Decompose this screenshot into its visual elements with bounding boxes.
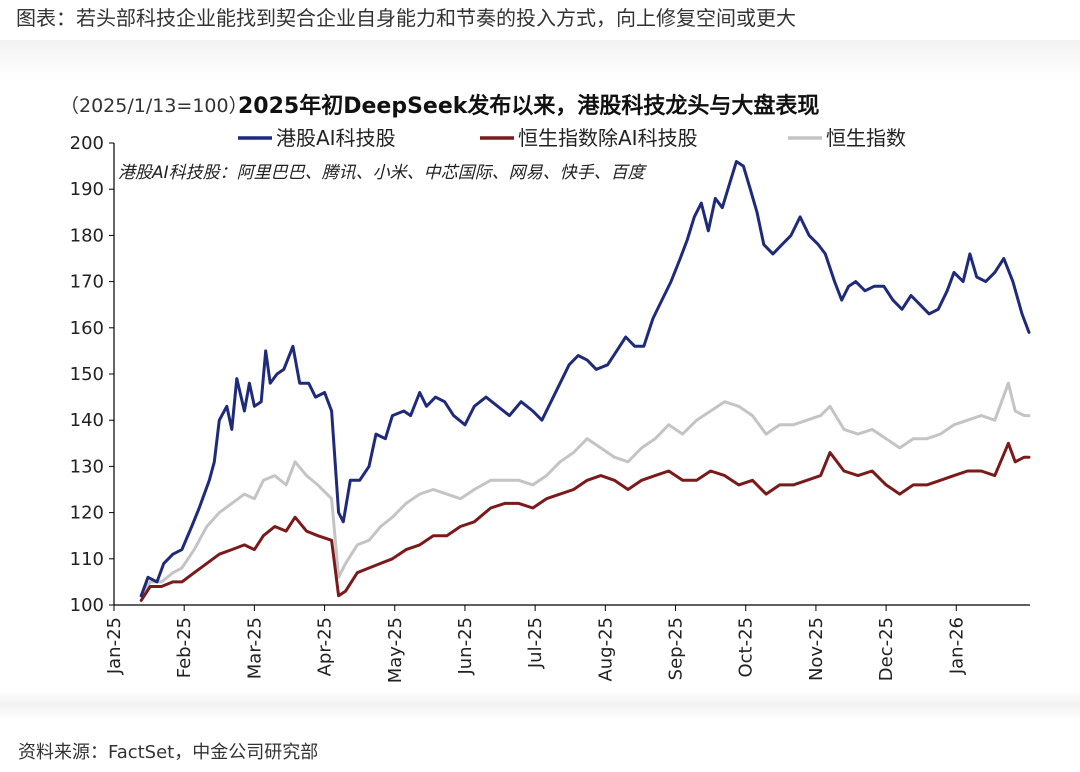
y-tick-label: 140 bbox=[70, 410, 104, 431]
x-tick-label: Jan-26 bbox=[946, 617, 967, 675]
x-tick-label: Jan-25 bbox=[104, 617, 125, 675]
x-tick-label: Oct-25 bbox=[736, 617, 757, 678]
series-line-1 bbox=[139, 441, 1031, 602]
x-tick-label: Feb-25 bbox=[174, 617, 195, 678]
series-line-0 bbox=[139, 160, 1031, 598]
x-tick-label: May-25 bbox=[385, 617, 406, 683]
y-tick-label: 190 bbox=[70, 179, 104, 200]
chart-title-prefix: （2025/1/13=100） bbox=[60, 95, 248, 117]
y-tick-label: 120 bbox=[70, 503, 104, 524]
x-tick-label: Jun-25 bbox=[455, 617, 476, 676]
x-axis: Jan-25 Feb-25 Mar-25 Apr-25 May-25 Jun-25 Jul-… bbox=[104, 604, 1030, 683]
x-tick-label: Apr-25 bbox=[315, 617, 336, 676]
y-tick-label: 150 bbox=[70, 364, 104, 385]
x-tick-label: Aug-25 bbox=[595, 617, 616, 682]
x-tick-label: Dec-25 bbox=[876, 617, 897, 681]
x-tick-label: Sep-25 bbox=[666, 617, 687, 680]
plot-area bbox=[139, 160, 1031, 602]
y-axis: 100 110 120 130 140 150 160 170 180 190 200 bbox=[70, 133, 115, 616]
y-tick-label: 100 bbox=[70, 595, 104, 616]
legend: 港股AI科技股 恒生指数除AI科技股 恒生指数 bbox=[238, 126, 906, 150]
legend-label-0: 港股AI科技股 bbox=[276, 126, 396, 150]
footer-shade bbox=[0, 690, 1080, 720]
line-chart: （2025/1/13=100） 2025年初DeepSeek发布以来，港股科技龙… bbox=[60, 93, 1031, 683]
y-tick-label: 110 bbox=[70, 549, 104, 570]
x-tick-label: Nov-25 bbox=[806, 617, 827, 681]
y-tick-label: 180 bbox=[70, 225, 104, 246]
y-tick-label: 130 bbox=[70, 456, 104, 477]
y-tick-label: 200 bbox=[70, 133, 104, 154]
x-tick-label: Jul-25 bbox=[525, 617, 546, 669]
x-tick-label: Mar-25 bbox=[244, 617, 265, 679]
chart-note: 港股AI科技股：阿里巴巴、腾讯、小米、中芯国际、网易、快手、百度 bbox=[118, 163, 648, 183]
source-note: 资料来源：FactSet，中金公司研究部 bbox=[18, 742, 319, 763]
series-line-2 bbox=[139, 381, 1031, 598]
caption-shade bbox=[0, 40, 1080, 80]
legend-label-1: 恒生指数除AI科技股 bbox=[518, 126, 698, 150]
figure-caption: 图表：若头部科技企业能找到契合企业自身能力和节奏的投入方式，向上修复空间或更大 bbox=[16, 6, 796, 30]
chart-title: 2025年初DeepSeek发布以来，港股科技龙头与大盘表现 bbox=[238, 93, 819, 119]
y-tick-label: 160 bbox=[70, 318, 104, 339]
y-tick-label: 170 bbox=[70, 272, 104, 293]
legend-label-2: 恒生指数 bbox=[826, 126, 906, 150]
